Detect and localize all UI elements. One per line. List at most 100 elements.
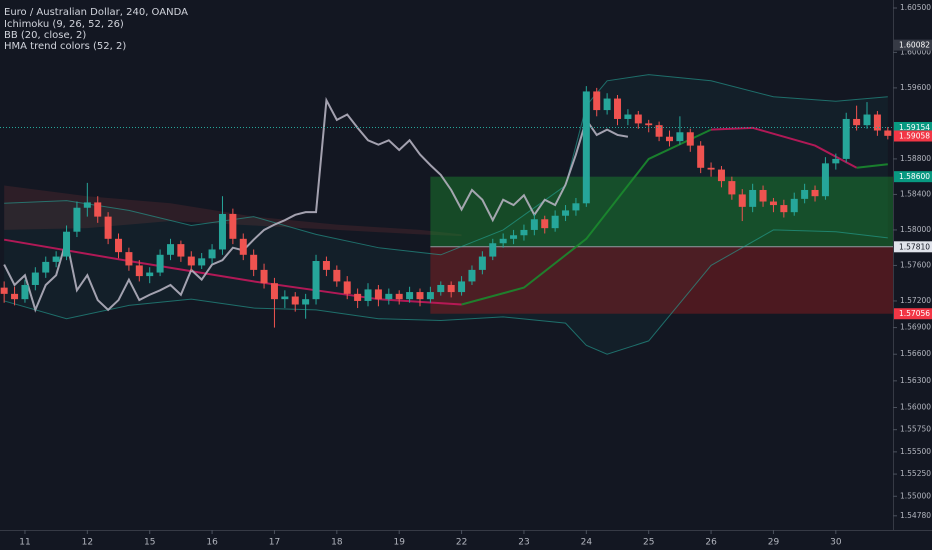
candle-body bbox=[769, 201, 777, 206]
candle-body bbox=[333, 269, 341, 282]
x-tick-label: 17 bbox=[269, 538, 280, 548]
candle-body bbox=[676, 132, 684, 142]
candle-body bbox=[177, 244, 185, 257]
candle-body bbox=[447, 284, 455, 293]
y-tick-label: 1.55000 bbox=[900, 491, 931, 500]
position-stop-zone bbox=[430, 246, 893, 314]
candle-body bbox=[510, 235, 518, 239]
candle-body bbox=[385, 293, 393, 300]
candle-body bbox=[208, 249, 216, 259]
legend-line: Ichimoku (9, 26, 52, 26) bbox=[4, 19, 124, 30]
candle-body bbox=[125, 252, 133, 266]
candle-body bbox=[260, 269, 268, 284]
candle-body bbox=[530, 219, 538, 230]
y-tick-label: 1.58800 bbox=[900, 154, 931, 163]
y-tick-label: 1.56600 bbox=[900, 349, 931, 358]
legend: Euro / Australian Dollar, 240, OANDA Ich… bbox=[4, 7, 188, 52]
legend-line: Euro / Australian Dollar, 240, OANDA bbox=[4, 7, 188, 18]
candle-body bbox=[0, 287, 8, 294]
candle-body bbox=[322, 261, 330, 270]
candle-body bbox=[458, 281, 466, 293]
candle-body bbox=[603, 98, 611, 111]
candle-body bbox=[406, 292, 414, 300]
indicator-line bbox=[4, 229, 888, 355]
candle-body bbox=[821, 163, 829, 197]
candle-body bbox=[468, 269, 476, 282]
candle-body bbox=[395, 293, 403, 300]
candle-body bbox=[665, 136, 673, 142]
x-tick-label: 29 bbox=[768, 538, 780, 548]
price-tag-label: 1.57056 bbox=[899, 309, 930, 318]
bb-fill bbox=[4, 74, 888, 355]
candle-body bbox=[489, 243, 497, 257]
candle-body bbox=[229, 213, 237, 239]
candle-body bbox=[437, 284, 445, 293]
candle-body bbox=[572, 203, 580, 211]
y-tick-label: 1.56900 bbox=[900, 323, 931, 332]
x-tick-label: 22 bbox=[456, 538, 467, 548]
y-tick-label: 1.56300 bbox=[900, 376, 931, 385]
x-tick-label: 12 bbox=[82, 538, 93, 548]
candle-body bbox=[478, 256, 486, 270]
x-tick-label: 11 bbox=[19, 538, 30, 548]
candle-body bbox=[52, 256, 60, 262]
candle-body bbox=[187, 256, 195, 266]
candle-body bbox=[884, 130, 892, 136]
x-tick-label: 18 bbox=[331, 538, 343, 548]
candle-body bbox=[146, 272, 154, 277]
candle-body bbox=[499, 238, 507, 244]
candle-body bbox=[842, 118, 850, 159]
price-tag bbox=[894, 171, 932, 183]
candle-body bbox=[198, 258, 206, 266]
y-tick-label: 1.55250 bbox=[900, 469, 931, 478]
y-tick-label: 1.58400 bbox=[900, 189, 931, 198]
y-tick-label: 1.60000 bbox=[900, 47, 931, 56]
candle-body bbox=[135, 265, 143, 277]
y-tick-label: 1.57200 bbox=[900, 296, 931, 305]
indicator-line bbox=[461, 128, 712, 306]
candle-body bbox=[593, 91, 601, 111]
candle-body bbox=[728, 181, 736, 195]
candle-body bbox=[790, 198, 798, 213]
candle-body bbox=[21, 284, 29, 300]
candle-body bbox=[426, 292, 434, 300]
candle-body bbox=[250, 254, 258, 270]
candle-body bbox=[811, 189, 819, 197]
x-tick-label: 23 bbox=[518, 538, 529, 548]
candle-body bbox=[115, 238, 123, 253]
candle-body bbox=[302, 299, 310, 305]
price-tag-label: 1.57810 bbox=[899, 242, 930, 251]
y-tick-label: 1.55500 bbox=[900, 447, 931, 456]
candle-body bbox=[717, 169, 725, 182]
x-tick-label: 19 bbox=[393, 538, 405, 548]
candle-body bbox=[73, 207, 81, 232]
legend-line: HMA trend colors (52, 2) bbox=[4, 41, 126, 52]
candle-body bbox=[780, 205, 788, 213]
candle-body bbox=[218, 213, 226, 250]
x-tick-label: 26 bbox=[705, 538, 717, 548]
candle-body bbox=[364, 289, 372, 301]
candle-body bbox=[42, 261, 50, 273]
x-tick-label: 30 bbox=[830, 538, 842, 548]
price-tag-label: 1.59154 bbox=[899, 123, 930, 132]
candle-body bbox=[551, 215, 559, 229]
candle-body bbox=[354, 293, 362, 301]
candle-body bbox=[738, 194, 746, 207]
y-tick-label: 1.55750 bbox=[900, 425, 931, 434]
x-tick-label: 16 bbox=[206, 538, 218, 548]
candle-body bbox=[863, 114, 871, 126]
candle-body bbox=[281, 296, 289, 300]
price-tag bbox=[894, 308, 932, 320]
price-tag bbox=[894, 39, 932, 51]
candle-body bbox=[541, 219, 549, 229]
candle-body bbox=[624, 114, 632, 119]
candle-body bbox=[562, 210, 570, 216]
y-tick-label: 1.57600 bbox=[900, 260, 931, 269]
plot-area bbox=[0, 74, 893, 355]
candle-body bbox=[634, 114, 642, 124]
candle-body bbox=[697, 145, 705, 168]
candle-body bbox=[853, 118, 861, 126]
position-target-zone bbox=[430, 176, 893, 247]
